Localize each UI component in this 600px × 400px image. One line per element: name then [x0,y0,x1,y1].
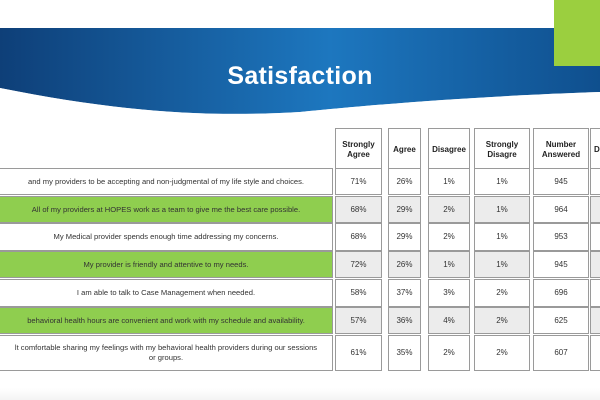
table-cell: 1% [474,168,530,195]
table-cell: 29% [388,223,421,251]
table-cell-partial [590,223,600,251]
table-cell: 36% [388,307,421,334]
table-row-question: All of my providers at HOPES work as a t… [0,196,333,223]
table-cell: 58% [335,279,382,307]
column-header-4: Number Answered [533,128,589,172]
table-cell: 2% [428,335,470,371]
table-cell: 26% [388,251,421,278]
table-cell: 2% [474,335,530,371]
table-cell: 696 [533,279,589,307]
table-cell: 2% [474,279,530,307]
table-cell: 68% [335,196,382,223]
column-header-3: Strongly Disagre [474,128,530,172]
column-header-5: D [590,128,600,172]
table-cell-partial [590,335,600,371]
table-cell: 2% [428,196,470,223]
table-cell: 964 [533,196,589,223]
table-cell: 71% [335,168,382,195]
footer-fade [0,388,600,400]
table-row-question: My Medical provider spends enough time a… [0,223,333,251]
column-header-2: Disagree [428,128,470,172]
table-row-question: behavioral health hours are convenient a… [0,307,333,334]
table-cell: 953 [533,223,589,251]
table-cell: 68% [335,223,382,251]
table-cell-partial [590,168,600,195]
banner-swoosh [0,0,600,120]
table-cell: 61% [335,335,382,371]
table-cell: 3% [428,279,470,307]
table-row-question: and my providers to be accepting and non… [0,168,333,195]
table-cell: 1% [428,251,470,278]
table-row-question: My provider is friendly and attentive to… [0,251,333,278]
table-row-question: lt comfortable sharing my feelings with … [0,335,333,371]
table-cell: 4% [428,307,470,334]
table-cell-partial [590,251,600,278]
table-cell: 2% [474,307,530,334]
table-cell: 57% [335,307,382,334]
table-cell: 1% [428,168,470,195]
table-cell-partial [590,307,600,334]
table-cell: 945 [533,168,589,195]
table-cell: 26% [388,168,421,195]
table-cell: 945 [533,251,589,278]
table-cell: 625 [533,307,589,334]
column-header-1: Agree [388,128,421,172]
table-cell-partial [590,196,600,223]
slide-title: Satisfaction [227,62,373,90]
table-cell: 72% [335,251,382,278]
table-cell-partial [590,279,600,307]
table-cell: 607 [533,335,589,371]
table-cell: 1% [474,196,530,223]
table-cell: 1% [474,223,530,251]
table-cell: 1% [474,251,530,278]
table-cell: 35% [388,335,421,371]
table-cell: 29% [388,196,421,223]
table-cell: 37% [388,279,421,307]
column-header-0: Strongly Agree [335,128,382,172]
accent-block [554,0,600,66]
table-cell: 2% [428,223,470,251]
title-banner [0,0,600,120]
table-row-question: I am able to talk to Case Management whe… [0,279,333,307]
